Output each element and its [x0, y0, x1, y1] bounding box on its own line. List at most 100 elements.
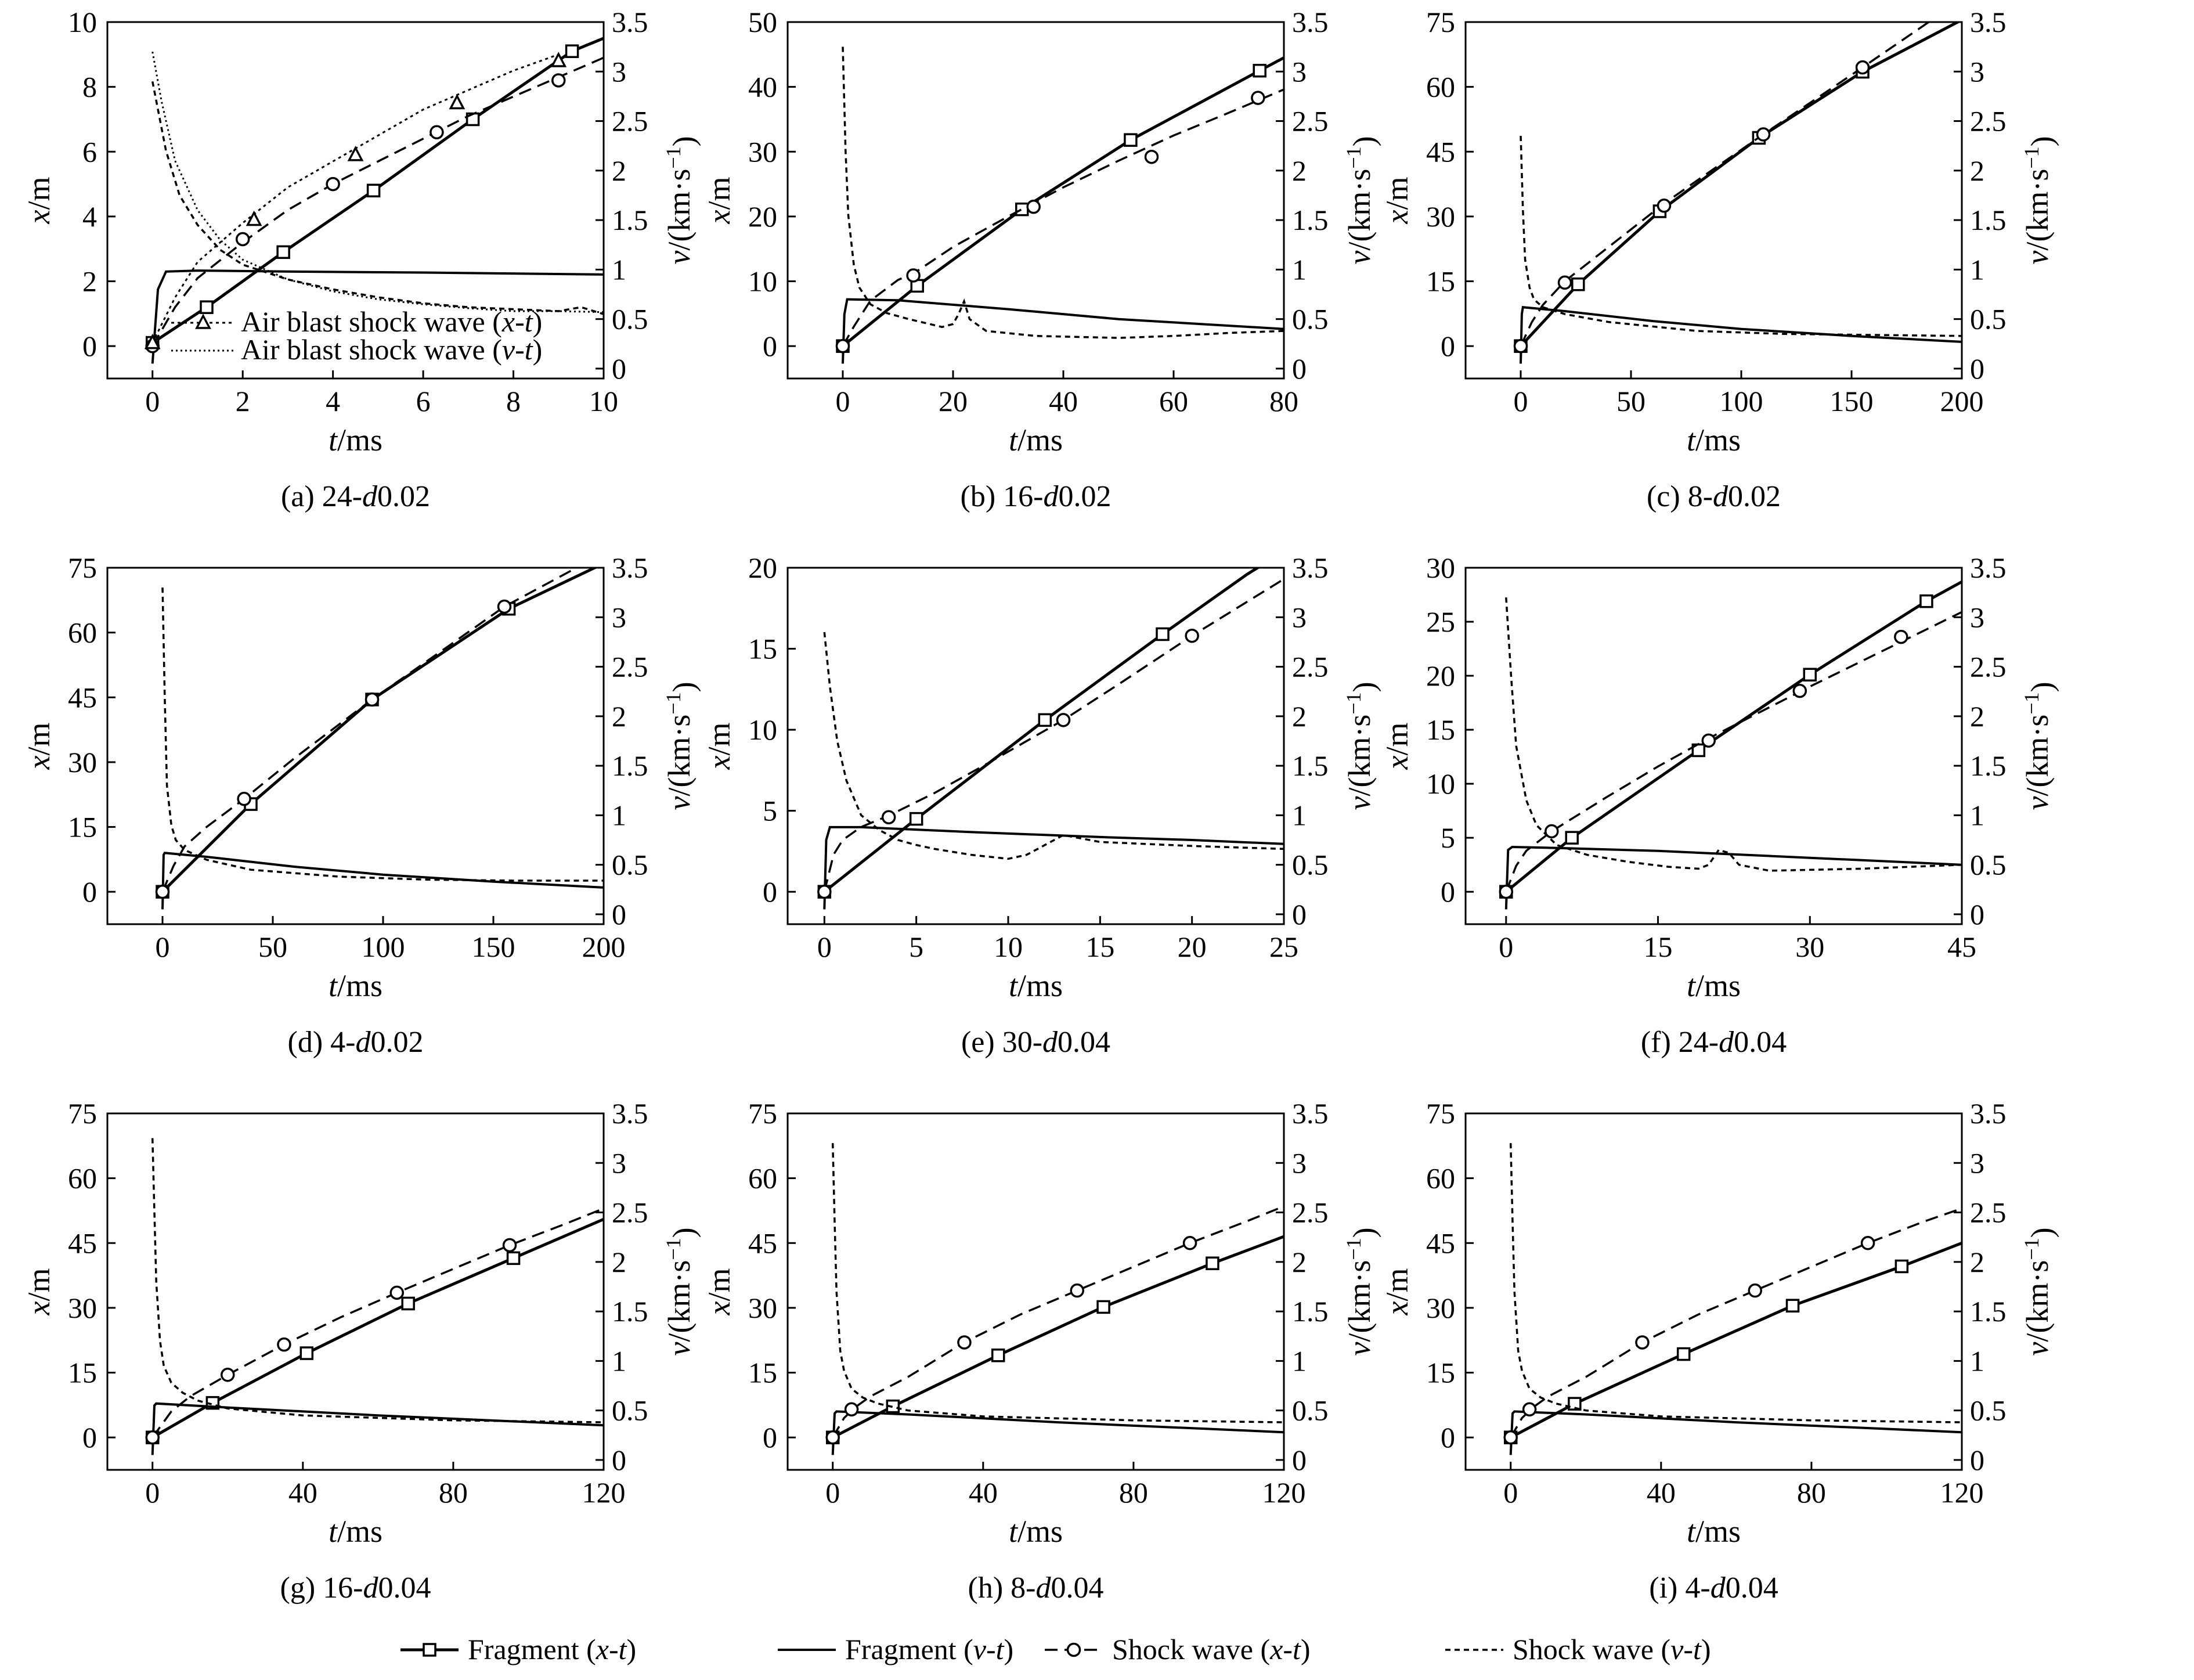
y2-tick-label: 0 — [1970, 1444, 1984, 1476]
series-line-sw_x — [161, 568, 579, 892]
y2-tick-label: 2 — [1292, 154, 1307, 187]
series-group — [1503, 1143, 1962, 1455]
y-tick-label: 0 — [763, 1421, 777, 1454]
marker-frag_x — [200, 300, 214, 314]
marker-frag_x — [1919, 594, 1933, 608]
y2-tick-label: 2 — [1292, 1246, 1307, 1278]
marker-frag_x — [909, 812, 923, 826]
y-tick-label: 45 — [1426, 135, 1455, 168]
y2-tick-label: 1 — [1292, 253, 1307, 286]
y2-tick-label: 2 — [612, 700, 626, 733]
panel-caption: (f) 24-d0.04 — [1641, 1026, 1787, 1059]
y2-tick-label: 2 — [1970, 154, 1984, 187]
y2-tick-label: 1.5 — [1292, 204, 1329, 236]
panel-a: 0 2 4 6 8 10024681000.511.522.533.5t/msx/mv/(… — [21, 6, 701, 513]
legend-label-frag_x: Fragment (x-t) — [468, 1633, 636, 1665]
series-line-frag_x — [823, 568, 1261, 893]
marker-sw_x — [817, 884, 832, 899]
y-tick-label: 30 — [748, 1292, 777, 1324]
panel-caption: (i) 4-d0.04 — [1649, 1571, 1778, 1605]
x-tick-label: 50 — [258, 931, 287, 963]
marker-sw_x — [277, 1337, 291, 1352]
y-tick-label: 75 — [68, 551, 97, 584]
legend-label-sw_v: Shock wave (v-t) — [1513, 1633, 1711, 1665]
marker-frag_x — [1015, 202, 1029, 217]
y-tick-label: 4 — [82, 200, 97, 233]
panel-caption: (g) 16-d0.04 — [280, 1571, 431, 1605]
marker-sw_x — [1513, 338, 1528, 354]
series-group — [825, 1143, 1284, 1455]
y-tick-label: 30 — [1426, 1292, 1455, 1324]
marker-frag_x — [1096, 1300, 1110, 1314]
y-tick-label: 10 — [748, 265, 777, 298]
panel-caption: (d) 4-d0.02 — [288, 1026, 424, 1059]
marker-sw_x — [1657, 199, 1672, 213]
plot-frame — [786, 567, 1285, 925]
inset-legend-marker — [195, 313, 211, 329]
x-tick-label: 60 — [1159, 385, 1188, 417]
marker-sw_x — [237, 791, 251, 806]
y2-tick-label: 0 — [1292, 1444, 1307, 1476]
series-line-sw_v — [1520, 136, 1962, 337]
y-tick-label: 8 — [82, 71, 97, 103]
y2-tick-label: 0 — [612, 898, 626, 931]
marker-sw_x — [497, 599, 512, 614]
legend-label-sw_x: Shock wave (x-t) — [1112, 1633, 1311, 1665]
y-tick-label: 20 — [748, 551, 777, 584]
y2-axis-label: v/(km·s−1) — [2020, 136, 2059, 264]
y-axis-label: x/m — [21, 723, 56, 770]
marker-frag_x — [1253, 63, 1266, 78]
x-tick-label: 0 — [1503, 1476, 1518, 1509]
marker-sw_x — [881, 810, 896, 825]
x-tick-label: 100 — [362, 931, 405, 963]
x-tick-label: 80 — [1119, 1476, 1148, 1509]
y-tick-label: 60 — [748, 1162, 777, 1195]
y-tick-label: 0 — [1441, 875, 1455, 908]
series-group — [1513, 22, 1962, 364]
y2-tick-label: 0.5 — [1292, 1394, 1329, 1427]
marker-sw_x — [1056, 713, 1071, 727]
y-tick-label: 20 — [748, 200, 777, 233]
y-tick-label: 6 — [82, 135, 97, 168]
marker-sw_x — [906, 268, 921, 283]
y-axis-label: x/m — [702, 177, 737, 225]
series-group — [155, 568, 604, 910]
x-tick-label: 200 — [582, 931, 626, 963]
y2-tick-label: 0.5 — [1292, 849, 1329, 881]
series-line-frag_x — [842, 56, 1284, 348]
x-tick-label: 120 — [1940, 1476, 1984, 1509]
y-tick-label: 30 — [1426, 551, 1455, 584]
y-tick-label: 15 — [68, 811, 97, 843]
x-tick-label: 0 — [836, 385, 850, 417]
y2-tick-label: 0.5 — [612, 849, 648, 881]
series-line-frag_x — [1505, 581, 1962, 893]
series-line-frag_v — [823, 825, 1284, 910]
y-tick-label: 30 — [68, 746, 97, 778]
legend-marker-frag_x — [423, 1643, 436, 1657]
panel-i: 0 40 80 1200153045607500.511.522.533.5t/msx… — [1380, 1097, 2059, 1605]
panel-e: 0 5 10 15 20 250510152000.511.522.533.5t/msx/… — [702, 551, 1381, 1059]
marker-sw_x — [502, 1238, 517, 1253]
y-tick-label: 10 — [1426, 767, 1455, 800]
y-tick-label: 15 — [748, 633, 777, 665]
marker-frag_x — [1124, 133, 1138, 147]
y2-tick-label: 3 — [612, 601, 626, 633]
plot-frame — [106, 567, 605, 925]
x-tick-label: 50 — [1616, 385, 1646, 417]
x-axis-label: t/ms — [1687, 968, 1741, 1003]
legend-marker-sw_x — [1066, 1642, 1081, 1657]
x-tick-label: 200 — [1940, 385, 1984, 417]
y-tick-label: 0 — [1441, 330, 1455, 362]
panel-g: 0 40 80 1200153045607500.511.522.533.5t/msx… — [21, 1097, 701, 1605]
legend-label-frag_v: Fragment (v-t) — [845, 1633, 1013, 1665]
y2-tick-label: 1 — [612, 1344, 626, 1377]
inset-legend-label: Air blast shock wave (v-t) — [241, 333, 542, 366]
plot-frame — [786, 1112, 1285, 1471]
series-line-sw_x — [1510, 1207, 1962, 1439]
marker-frag_x — [299, 1346, 314, 1360]
marker-frag_x — [1895, 1259, 1909, 1274]
y-tick-label: 75 — [1426, 1097, 1455, 1130]
y2-tick-label: 0 — [612, 352, 626, 385]
series-line-sw_x — [842, 88, 1284, 347]
marker-sw_x — [1701, 733, 1716, 748]
